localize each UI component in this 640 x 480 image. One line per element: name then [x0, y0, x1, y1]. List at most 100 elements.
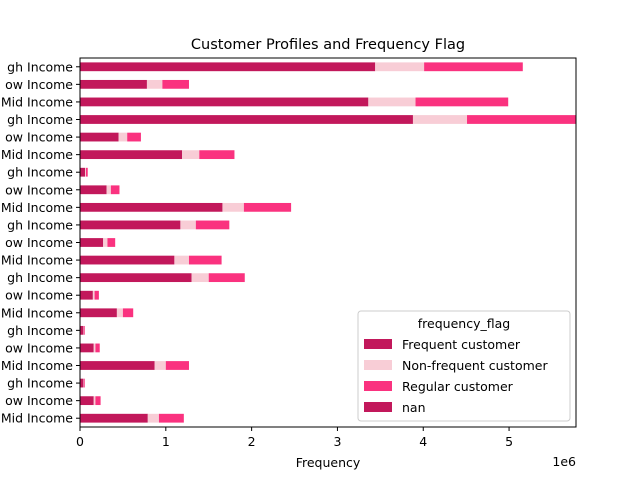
x-tick-label: 4	[419, 434, 427, 449]
x-tick-label: 1	[162, 434, 170, 449]
bar-segment-9-1	[180, 220, 196, 230]
x-tick-label: 2	[248, 434, 256, 449]
bar-segment-3-2	[467, 115, 576, 124]
bar-segment-4-0	[80, 132, 119, 142]
legend-label-1: Non-frequent customer	[402, 358, 548, 373]
y-tick-label: ow Income	[5, 77, 73, 92]
bar-segment-18-2	[83, 378, 85, 388]
chart-title: Customer Profiles and Frequency Flag	[191, 37, 465, 53]
legend-swatch-0	[364, 339, 392, 349]
bar-segment-19-2	[95, 396, 101, 406]
bar-segment-10-2	[107, 238, 116, 247]
x-axis-scale-note: 1e6	[552, 454, 576, 469]
legend-box	[357, 310, 571, 422]
y-tick-label: gh Income	[7, 59, 73, 74]
y-tick-label: Mid Income	[1, 411, 73, 426]
y-tick-label: gh Income	[7, 376, 73, 391]
y-tick-label: ow Income	[5, 130, 73, 145]
bar-segment-13-1	[92, 290, 95, 300]
legend-label-2: Regular customer	[402, 379, 514, 394]
bar-segment-1-2	[162, 79, 189, 89]
bar-segment-0-1	[375, 62, 425, 72]
bar-segment-20-1	[147, 413, 159, 423]
legend-swatch-2	[364, 381, 392, 391]
bar-segment-12-1	[191, 273, 209, 283]
bar-segment-16-2	[95, 343, 100, 353]
bar-segment-3-0	[80, 115, 413, 124]
legend-items: Frequent customer Non-frequent customer Re…	[364, 337, 548, 415]
bar-segment-7-1	[106, 185, 111, 195]
bar-segment-11-2	[188, 255, 222, 265]
bar-segment-7-2	[110, 185, 120, 195]
x-tick-label: 3	[333, 434, 341, 449]
y-tick-label: ow Income	[5, 340, 73, 355]
bar-segment-0-0	[80, 62, 376, 72]
bar-segment-17-1	[154, 361, 166, 370]
plot-frame	[79, 57, 577, 428]
bar-segment-9-2	[195, 220, 230, 230]
bar-segment-8-2	[243, 202, 292, 212]
bar-segment-17-0	[80, 361, 155, 370]
y-tick-label: gh Income	[7, 323, 73, 338]
y-tick-label: Mid Income	[1, 200, 73, 215]
bar-segment-13-2	[94, 290, 99, 300]
legend-swatch-3	[364, 402, 392, 412]
bar-segment-2-2	[415, 97, 509, 107]
bar-segment-2-0	[80, 97, 369, 107]
x-axis-label: Frequency	[296, 455, 361, 470]
bar-segment-4-2	[127, 132, 141, 142]
y-axis-ticks: gh Income ow Income Mid Income gh Income ow …	[1, 59, 80, 426]
bar-segment-0-2	[424, 62, 523, 72]
y-tick-label: gh Income	[7, 270, 73, 285]
bar-segment-1-1	[146, 79, 163, 89]
bar-segment-8-0	[80, 202, 223, 212]
bar-segment-15-0	[80, 325, 84, 335]
y-tick-label: Mid Income	[1, 94, 73, 109]
bar-segment-14-1	[116, 308, 123, 318]
bar-segment-10-1	[103, 238, 108, 247]
legend-label-0: Frequent customer	[402, 337, 521, 352]
bar-segment-2-1	[368, 97, 416, 107]
legend: frequency_flag Frequent customer Non-freq…	[357, 310, 571, 422]
y-tick-label: gh Income	[7, 165, 73, 180]
bar-segment-1-0	[80, 79, 147, 89]
y-tick-label: gh Income	[7, 217, 73, 232]
bar-segment-19-0	[80, 396, 94, 406]
y-tick-label: ow Income	[5, 235, 73, 250]
bar-segment-16-1	[93, 343, 96, 353]
bar-segment-10-0	[80, 238, 104, 247]
y-tick-label: gh Income	[7, 112, 73, 127]
legend-swatch-1	[364, 360, 392, 370]
legend-title: frequency_flag	[418, 316, 510, 331]
y-tick-label: ow Income	[5, 182, 73, 197]
bar-segment-5-0	[80, 150, 183, 160]
bar-segment-20-0	[80, 413, 148, 423]
bar-segment-14-0	[80, 308, 117, 318]
y-tick-label: Mid Income	[1, 358, 73, 373]
bar-segment-6-1	[85, 167, 87, 177]
y-tick-label: ow Income	[5, 288, 73, 303]
bar-segment-9-0	[80, 220, 181, 230]
bar-segment-12-0	[80, 273, 192, 283]
bar-segment-19-1	[93, 396, 96, 406]
bar-segment-8-1	[222, 202, 244, 212]
bar-segment-13-0	[80, 290, 93, 300]
bar-segment-6-0	[80, 167, 86, 177]
x-axis-ticks: 0 1 2 3 4 5	[76, 427, 513, 449]
x-tick-label: 5	[505, 434, 513, 449]
bar-segment-4-1	[118, 132, 128, 142]
bar-segment-12-2	[208, 273, 245, 283]
bar-segment-14-2	[122, 308, 134, 318]
bar-segment-20-2	[158, 413, 184, 423]
bar-segment-16-0	[80, 343, 94, 353]
y-tick-label: Mid Income	[1, 253, 73, 268]
bar-segment-5-2	[199, 150, 235, 160]
bar-segment-18-0	[80, 378, 84, 388]
bar-segment-5-1	[182, 150, 200, 160]
bar-segment-6-2	[86, 167, 88, 177]
bar-segment-3-1	[412, 115, 468, 124]
x-tick-label: 0	[76, 434, 84, 449]
bar-segment-15-2	[83, 325, 85, 335]
legend-label-3: nan	[402, 400, 426, 415]
